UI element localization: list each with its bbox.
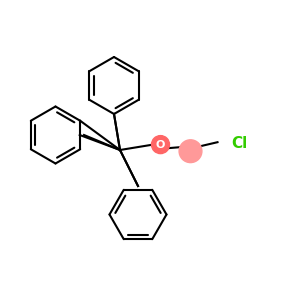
Circle shape xyxy=(179,140,202,163)
Text: Cl: Cl xyxy=(231,136,247,151)
Circle shape xyxy=(152,136,169,154)
Text: O: O xyxy=(156,140,165,150)
